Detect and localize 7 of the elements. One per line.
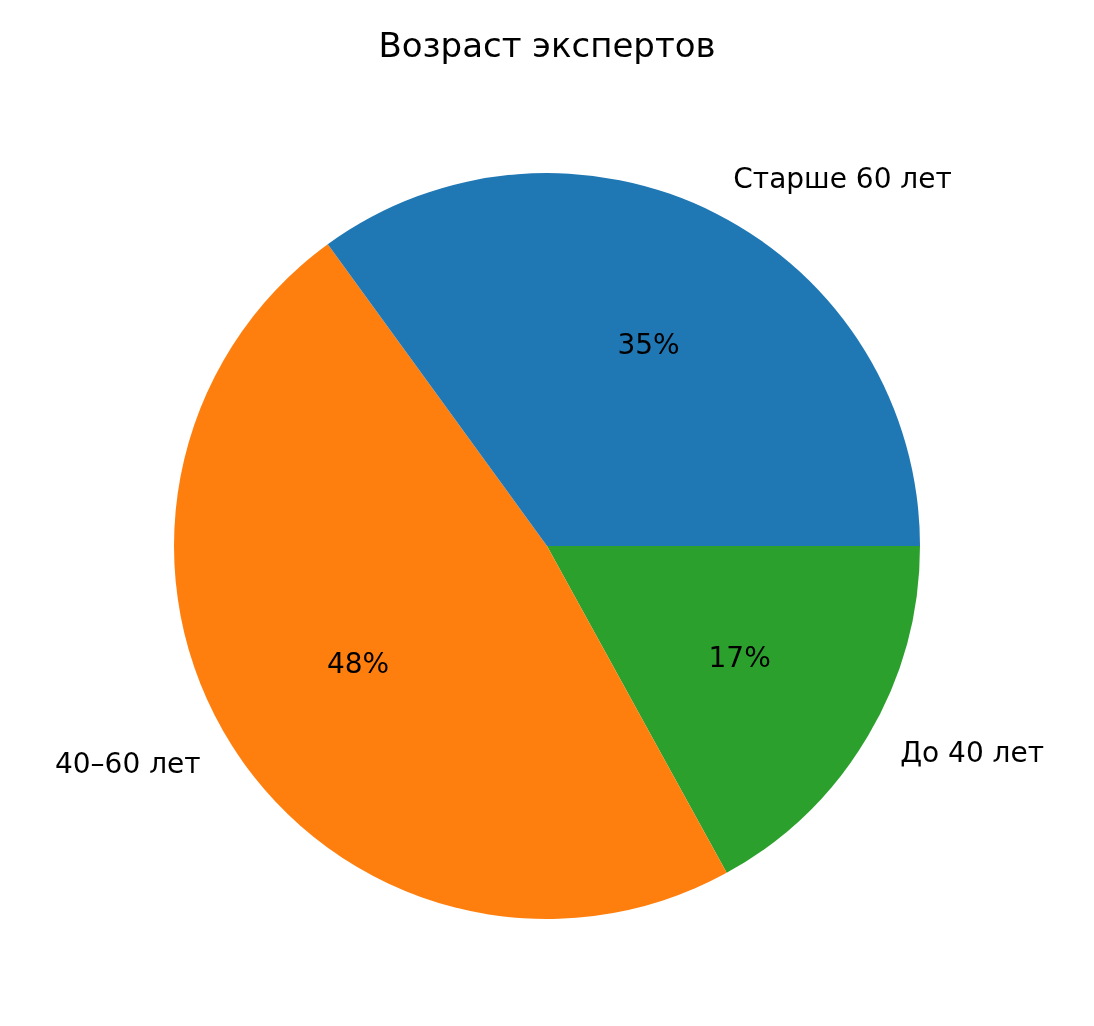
slice-label: Старше 60 лет — [733, 161, 952, 195]
slice-label: 40–60 лет — [54, 747, 201, 781]
data-label: 48% — [326, 647, 390, 681]
slice-label: До 40 лет — [900, 736, 1045, 770]
data-label: 35% — [617, 327, 680, 361]
data-label: 17% — [708, 641, 771, 675]
chart-title: Возраст экспертов — [378, 24, 716, 65]
